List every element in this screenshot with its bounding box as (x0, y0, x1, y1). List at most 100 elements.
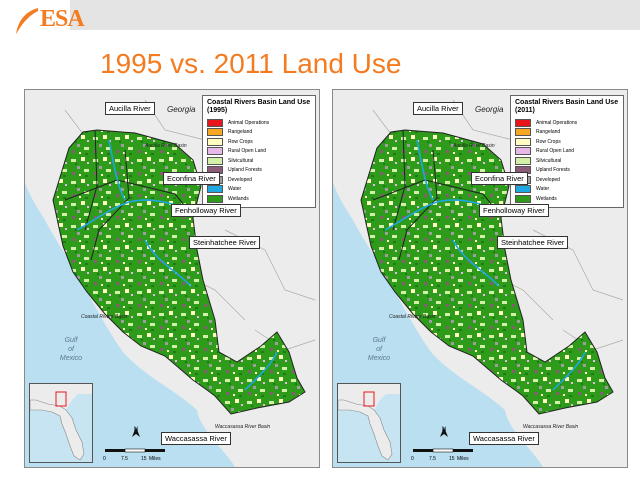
callout-econfina-river: Econfina River (471, 172, 528, 185)
scale-label-15: 15 (141, 456, 147, 462)
legend-title: Coastal Rivers Basin Land Use (1995) (207, 99, 311, 114)
legend-item: Upland Forests (515, 166, 619, 176)
label-aucilla-river-basin: Aucilla River Basin (453, 143, 495, 149)
legend-label: Row Crops (536, 138, 561, 145)
scale-bar: 0 7.5 15 Miles (103, 448, 173, 464)
legend-item: Row Crops (515, 137, 619, 147)
legend-item: Rural Open Land (515, 147, 619, 157)
legend-item: Rural Open Land (207, 147, 311, 157)
label-waccasassa-river-basin: Waccasassa River Basin (215, 424, 271, 430)
callout-fenholloway-river: Fenholloway River (479, 204, 549, 217)
legend-swatch (515, 156, 531, 165)
scale-label-0: 0 (103, 456, 106, 462)
gulf-line-3: Mexico (367, 355, 391, 362)
legend-item: Row Crops (207, 137, 311, 147)
legend-item: Developed (207, 175, 311, 185)
legend-label: Water (228, 186, 242, 193)
florida-locator-inset (337, 383, 401, 463)
legend-label: Rangeland (536, 129, 561, 136)
legend-swatch (207, 185, 223, 194)
legend-label: Silvicultural (228, 157, 254, 164)
callout-econfina-river: Econfina River (163, 172, 220, 185)
callout-aucilla-river: Aucilla River (105, 102, 155, 115)
legend-item: Wetlands (515, 194, 619, 204)
legend-label: Wetlands (228, 195, 249, 202)
legend-swatch (207, 147, 223, 156)
north-arrow: N (131, 427, 141, 437)
scale-label-unit: Miles (457, 456, 469, 462)
gulf-line-1: Gulf (64, 337, 78, 344)
top-banner (70, 0, 640, 30)
legend-title: Coastal Rivers Basin Land Use (2011) (515, 99, 619, 114)
land-use-legend: Coastal Rivers Basin Land Use (1995) Ani… (202, 95, 316, 208)
label-coastal-rivers-basin: Coastal Rivers Basin (81, 314, 128, 320)
map-1995: Coastal Rivers Basin Land Use (1995) Ani… (24, 89, 320, 468)
legend-item: Wetlands (207, 194, 311, 204)
esa-logo: ESA (40, 6, 85, 32)
map-2011: Coastal Rivers Basin Land Use (2011) Ani… (332, 89, 628, 468)
gulf-line-1: Gulf (372, 337, 386, 344)
legend-swatch (207, 194, 223, 203)
legend-item: Silvicultural (207, 156, 311, 166)
legend-label: Silvicultural (536, 157, 562, 164)
legend-item: Upland Forests (207, 166, 311, 176)
legend-label: Row Crops (228, 138, 253, 145)
esa-swoosh-icon (16, 8, 38, 34)
legend-item: Animal Operations (207, 118, 311, 128)
legend-item: Animal Operations (515, 118, 619, 128)
legend-label: Rural Open Land (536, 148, 575, 155)
legend-item: Developed (515, 175, 619, 185)
label-coastal-rivers-basin: Coastal Rivers Basin (389, 314, 436, 320)
callout-steinhatchee-river: Steinhatchee River (189, 236, 261, 249)
legend-label: Upland Forests (228, 167, 262, 174)
scale-label-0: 0 (411, 456, 414, 462)
legend-item: Silvicultural (515, 156, 619, 166)
legend-item: Rangeland (207, 128, 311, 138)
callout-steinhatchee-river: Steinhatchee River (497, 236, 569, 249)
scale-label-7-5: 7.5 (121, 456, 128, 462)
callout-aucilla-river: Aucilla River (413, 102, 463, 115)
gulf-line-3: Mexico (59, 355, 83, 362)
label-georgia: Georgia (475, 105, 504, 114)
florida-inset-graphic (338, 384, 400, 461)
legend-item: Water (515, 185, 619, 195)
legend-label: Developed (536, 176, 560, 183)
basin-map-graphic (333, 90, 627, 467)
legend-swatch (515, 137, 531, 146)
callout-waccasassa-river: Waccasassa River (161, 432, 231, 445)
scale-bar-graphic (413, 448, 473, 453)
gulf-line-2: of (376, 346, 382, 353)
slide-title: 1995 vs. 2011 Land Use (100, 48, 402, 79)
legend-label: Rural Open Land (228, 148, 267, 155)
scale-label-unit: Miles (149, 456, 161, 462)
scale-bar: 0 7.5 15 Miles (411, 448, 481, 464)
scale-bar-graphic (105, 448, 165, 453)
north-arrow-icon (440, 427, 448, 437)
legend-swatch (515, 147, 531, 156)
legend-swatch (515, 128, 531, 137)
legend-label: Wetlands (536, 195, 557, 202)
florida-inset-graphic (30, 384, 92, 461)
scale-label-15: 15 (449, 456, 455, 462)
north-arrow: N (439, 427, 449, 437)
legend-label: Upland Forests (536, 167, 570, 174)
legend-swatch (207, 118, 223, 127)
label-gulf-of-mexico: Gulf of Mexico (53, 336, 89, 363)
label-gulf-of-mexico: Gulf of Mexico (361, 336, 397, 363)
legend-swatch (207, 137, 223, 146)
legend-swatch (515, 118, 531, 127)
legend-item: Water (207, 185, 311, 195)
legend-label: Animal Operations (228, 119, 270, 126)
legend-label: Water (536, 186, 550, 193)
legend-swatch (515, 185, 531, 194)
callout-fenholloway-river: Fenholloway River (171, 204, 241, 217)
legend-item: Rangeland (515, 128, 619, 138)
label-aucilla-river-basin: Aucilla River Basin (145, 143, 187, 149)
legend-label: Rangeland (228, 129, 253, 136)
legend-label: Animal Operations (536, 119, 578, 126)
florida-locator-inset (29, 383, 93, 463)
legend-swatch (207, 156, 223, 165)
scale-label-7-5: 7.5 (429, 456, 436, 462)
land-use-legend: Coastal Rivers Basin Land Use (2011) Ani… (510, 95, 624, 208)
legend-swatch (515, 194, 531, 203)
